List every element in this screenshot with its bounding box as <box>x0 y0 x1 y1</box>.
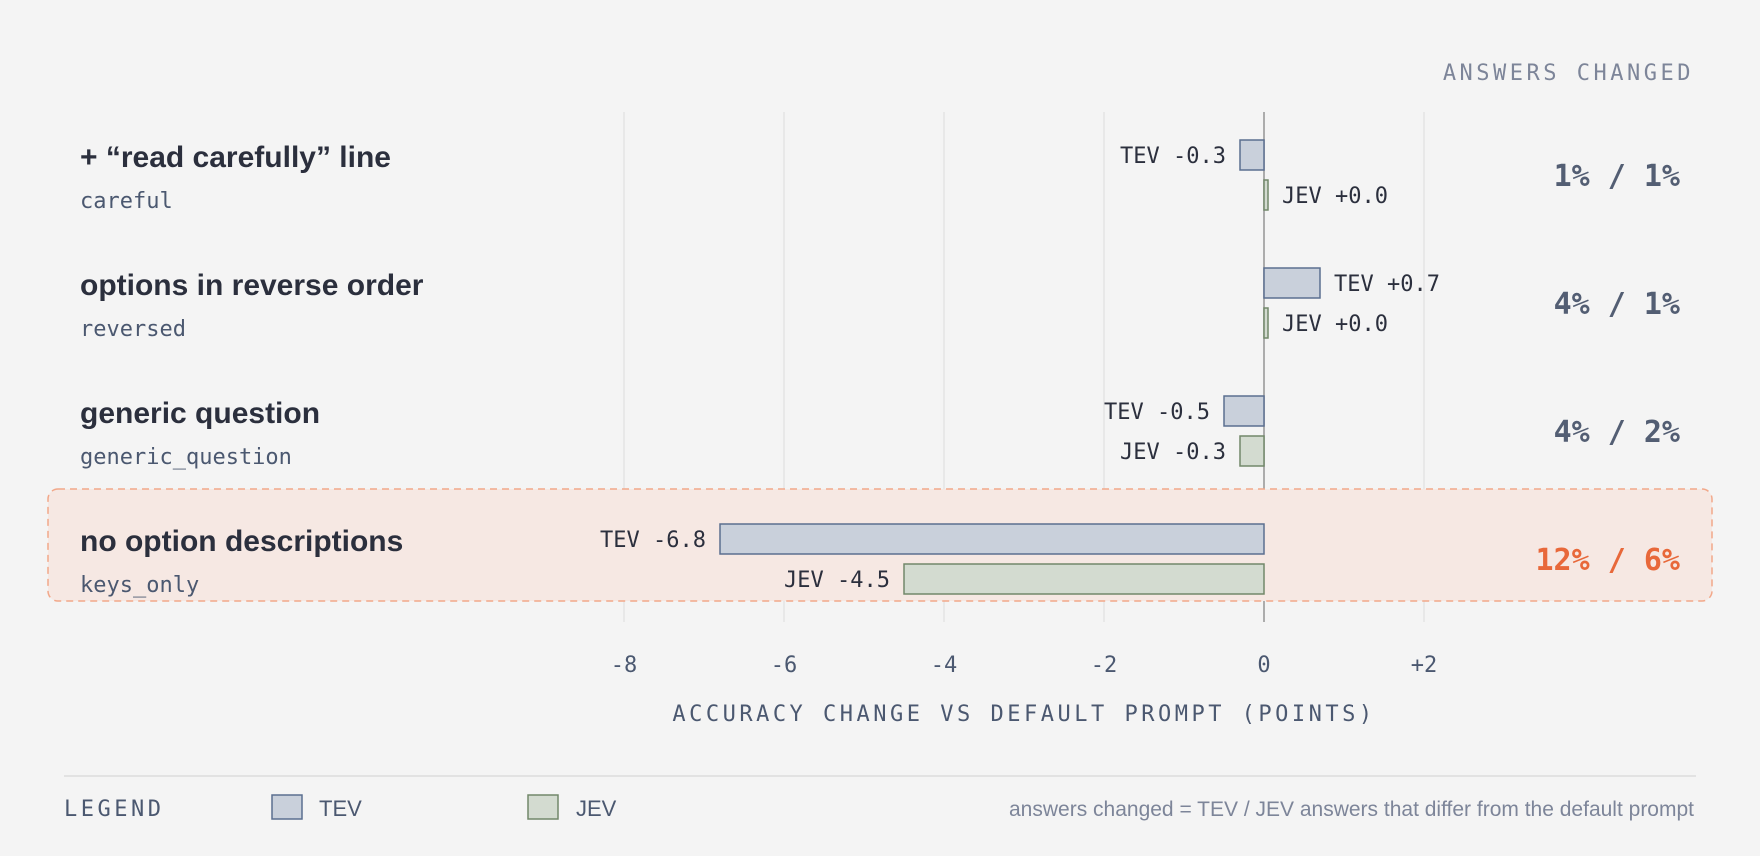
legend-title: LEGEND <box>64 797 164 822</box>
rows: + “read carefully” line careful 1% / 1% TEV… <box>80 139 1681 598</box>
bar-jev <box>1239 435 1265 467</box>
bar-tev <box>1263 267 1321 299</box>
x-tick-label: -8 <box>611 653 638 678</box>
x-tick-label: -4 <box>931 653 958 678</box>
x-tick-label: +2 <box>1411 653 1438 678</box>
bar-jev <box>1263 179 1269 211</box>
legend-note: answers changed = TEV / JEV answers that… <box>1009 798 1694 821</box>
row-code: keys_only <box>80 573 199 598</box>
bar-label-tev: TEV -0.5 <box>1104 400 1210 425</box>
x-tick-label: -6 <box>771 653 798 678</box>
answers-changed-value: 4% / 2% <box>1554 415 1680 450</box>
bar-label-jev: JEV -4.5 <box>784 568 890 593</box>
row-code: careful <box>80 189 173 214</box>
legend-swatch-tev <box>271 794 303 820</box>
x-axis: -8 -6 -4 -2 0 +2 <box>611 653 1438 678</box>
bar-label-tev: TEV -0.3 <box>1120 144 1226 169</box>
legend-label-tev: TEV <box>319 796 362 821</box>
row-code: reversed <box>80 317 186 342</box>
answers-changed-value: 4% / 1% <box>1554 287 1680 322</box>
row-code: generic_question <box>80 445 292 470</box>
legend-swatch-jev <box>527 794 559 820</box>
bar-label-jev: JEV +0.0 <box>1282 184 1388 209</box>
bar-label-jev: JEV -0.3 <box>1120 440 1226 465</box>
row-title: generic question <box>80 397 320 430</box>
bar-tev <box>1223 395 1265 427</box>
answers-changed-value: 1% / 1% <box>1554 159 1680 194</box>
row-title: no option descriptions <box>80 525 403 558</box>
answers-changed-header: ANSWERS CHANGED <box>1443 61 1694 86</box>
bar-label-tev: TEV -6.8 <box>600 528 706 553</box>
x-tick-label: -2 <box>1091 653 1118 678</box>
x-tick-label: 0 <box>1257 653 1270 678</box>
answers-changed-value: 12% / 6% <box>1536 543 1681 578</box>
bar-tev <box>719 523 1265 555</box>
bar-tev <box>1239 139 1265 171</box>
row-title: options in reverse order <box>80 269 424 302</box>
bar-label-tev: TEV +0.7 <box>1334 272 1440 297</box>
bar-label-jev: JEV +0.0 <box>1282 312 1388 337</box>
row-title: + “read carefully” line <box>80 141 391 174</box>
legend-label-jev: JEV <box>576 796 617 821</box>
bar-jev <box>903 563 1265 595</box>
bar-jev <box>1263 307 1269 339</box>
x-axis-label: ACCURACY CHANGE VS DEFAULT PROMPT (POINT… <box>672 702 1375 727</box>
